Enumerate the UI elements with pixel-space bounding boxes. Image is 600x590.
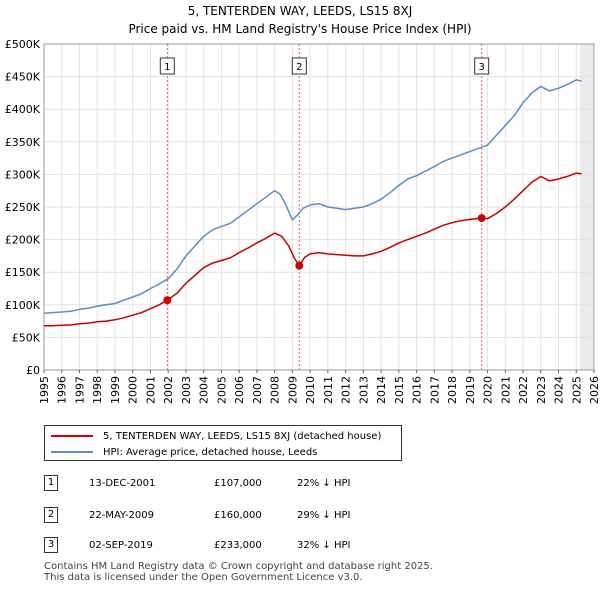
- x-tick-label: 2003: [180, 376, 193, 404]
- transaction-marker: 1: [44, 475, 58, 491]
- y-tick-label: £400K: [5, 103, 41, 116]
- transaction-date: 02-SEP-2019: [89, 540, 153, 551]
- transaction-hpi-diff: 32% ↓ HPI: [297, 540, 351, 551]
- x-tick-label: 1995: [38, 376, 51, 404]
- x-tick-label: 1999: [109, 376, 122, 404]
- y-tick-label: £200K: [5, 234, 41, 247]
- x-tick-label: 1998: [91, 376, 104, 404]
- x-tick-label: 2017: [428, 376, 441, 404]
- x-tick-label: 2001: [144, 376, 157, 404]
- transaction-date: 22-MAY-2009: [89, 510, 155, 521]
- y-tick-label: £300K: [5, 168, 41, 181]
- transaction-hpi-diff: 29% ↓ HPI: [297, 510, 351, 521]
- x-tick-label: 2009: [286, 376, 299, 404]
- x-tick-label: 2020: [482, 376, 495, 404]
- legend-swatch-property: [51, 435, 93, 437]
- x-tick-label: 2025: [570, 376, 583, 404]
- marker-label-box: [291, 57, 307, 75]
- y-tick-label: £350K: [5, 136, 41, 149]
- sale-point: [477, 214, 486, 223]
- x-tick-label: 2023: [535, 376, 548, 404]
- marker-label: 2: [296, 62, 302, 73]
- transaction-price: £233,000: [214, 540, 262, 551]
- x-tick-label: 2000: [127, 376, 140, 404]
- x-tick-label: 2018: [446, 376, 459, 404]
- chart-title-line2: Price paid vs. HM Land Registry's House …: [128, 22, 472, 36]
- footer-license: This data is licensed under the Open Gov…: [44, 572, 363, 583]
- y-tick-label: £500K: [5, 38, 41, 51]
- transaction-hpi-diff: 22% ↓ HPI: [297, 478, 351, 489]
- x-tick-label: 2016: [411, 376, 424, 404]
- legend-label-property: 5, TENTERDEN WAY, LEEDS, LS15 8XJ (detac…: [103, 430, 382, 442]
- x-tick-label: 1997: [73, 376, 86, 404]
- sale-point: [295, 261, 304, 270]
- y-tick-label: £50K: [12, 331, 41, 344]
- chart-legend: 5, TENTERDEN WAY, LEEDS, LS15 8XJ (detac…: [44, 425, 402, 461]
- x-tick-label: 2024: [553, 376, 566, 404]
- price-chart: £0 £50K £100K £150K £200K £250K £300K £350K £400…: [5, 38, 600, 404]
- y-tick-label: £250K: [5, 201, 41, 214]
- transaction-row: 1 13-DEC-2001 £107,000 22% ↓ HPI: [44, 475, 564, 493]
- x-tick-label: 2019: [464, 376, 477, 404]
- transaction-row: 3 02-SEP-2019 £233,000 32% ↓ HPI: [44, 537, 564, 555]
- x-tick-label: 2013: [357, 376, 370, 404]
- chart-title-line1: 5, TENTERDEN WAY, LEEDS, LS15 8XJ: [187, 4, 413, 18]
- legend-item-property: 5, TENTERDEN WAY, LEEDS, LS15 8XJ (detac…: [51, 429, 381, 443]
- x-tick-label: 2012: [340, 376, 353, 404]
- y-tick-label: £100K: [5, 299, 41, 312]
- x-tick-label: 2008: [269, 376, 282, 404]
- x-tick-label: 2007: [251, 376, 264, 404]
- y-tick-label: £450K: [5, 71, 41, 84]
- marker-label: 3: [479, 62, 485, 73]
- transaction-marker: 2: [44, 507, 58, 523]
- x-tick-label: 2005: [215, 376, 228, 404]
- marker-label: 1: [164, 62, 170, 73]
- x-tick-label: 2014: [375, 376, 388, 404]
- x-tick-label: 2004: [198, 376, 211, 404]
- transaction-marker: 3: [44, 537, 58, 553]
- transaction-row: 2 22-MAY-2009 £160,000 29% ↓ HPI: [44, 507, 564, 525]
- x-tick-label: 2026: [588, 376, 600, 404]
- transaction-price: £160,000: [214, 510, 262, 521]
- sale-point: [163, 296, 172, 305]
- legend-label-hpi: HPI: Average price, detached house, Leed…: [103, 446, 318, 458]
- x-tick-label: 2011: [322, 376, 335, 404]
- x-tick-label: 2006: [233, 376, 246, 404]
- y-tick-label: £150K: [5, 266, 41, 279]
- legend-item-hpi: HPI: Average price, detached house, Leed…: [51, 445, 317, 459]
- x-tick-label: 2002: [162, 376, 175, 404]
- y-tick-label: £0: [26, 364, 40, 377]
- x-tick-label: 1996: [56, 376, 69, 404]
- x-tick-label: 2021: [499, 376, 512, 404]
- footer-copyright: Contains HM Land Registry data © Crown c…: [44, 561, 433, 572]
- transaction-price: £107,000: [214, 478, 262, 489]
- property-line: [44, 172, 582, 327]
- x-tick-label: 2022: [517, 376, 530, 404]
- marker-label-box: [159, 57, 175, 75]
- hpi-line: [43, 79, 582, 315]
- marker-label-box: [474, 57, 490, 75]
- footer: Contains HM Land Registry data © Crown c…: [44, 561, 433, 583]
- plot-frame: [43, 43, 595, 371]
- transaction-date: 13-DEC-2001: [89, 478, 156, 489]
- x-tick-label: 2015: [393, 376, 406, 404]
- x-tick-label: 2010: [304, 376, 317, 404]
- legend-swatch-hpi: [51, 451, 93, 453]
